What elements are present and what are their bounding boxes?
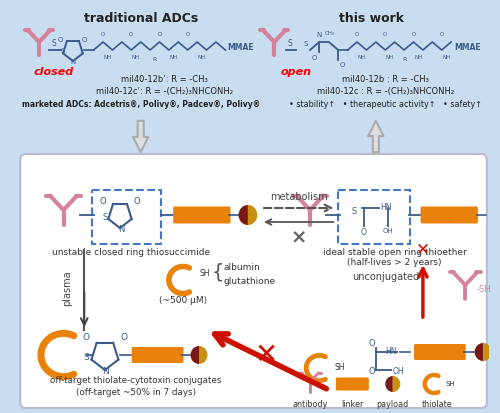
Text: O: O [82, 37, 87, 43]
FancyBboxPatch shape [132, 347, 184, 363]
Text: ✕: ✕ [416, 240, 430, 258]
Text: O: O [440, 32, 444, 37]
Text: linker: linker [341, 400, 363, 409]
Text: OH: OH [393, 368, 404, 377]
Text: O: O [312, 55, 318, 61]
Text: O: O [58, 37, 64, 43]
Text: O: O [369, 339, 376, 349]
FancyBboxPatch shape [420, 206, 478, 223]
Text: off-target thiolate-cytotoxin conjugates: off-target thiolate-cytotoxin conjugates [50, 376, 221, 385]
Text: O: O [134, 197, 140, 206]
Text: NH: NH [414, 55, 422, 60]
Text: {: { [211, 263, 224, 282]
Text: NH: NH [358, 55, 366, 60]
Text: R: R [152, 57, 157, 62]
Text: (~500 μM): (~500 μM) [159, 296, 207, 305]
Text: S: S [60, 48, 65, 54]
Text: O: O [100, 197, 106, 206]
Text: payload: payload [376, 400, 409, 409]
Wedge shape [190, 346, 199, 364]
Text: NH: NH [170, 55, 177, 60]
Text: O: O [360, 228, 366, 237]
Text: glutathione: glutathione [224, 278, 276, 287]
Text: NH: NH [386, 55, 394, 60]
Text: O: O [82, 332, 89, 342]
Text: • stability↑   • therapeutic activity↑   • safety↑: • stability↑ • therapeutic activity↑ • s… [289, 100, 482, 109]
Text: N: N [118, 225, 124, 233]
Text: this work: this work [338, 12, 404, 25]
Text: SH: SH [446, 381, 455, 387]
Text: marketed ADCs: Adcetris®, Polivy®, Padcev®, Polivy®: marketed ADCs: Adcetris®, Polivy®, Padce… [22, 100, 260, 109]
Text: HN: HN [380, 204, 392, 213]
FancyBboxPatch shape [173, 206, 231, 223]
Text: thiolate: thiolate [422, 400, 452, 409]
Wedge shape [386, 376, 393, 392]
Text: S: S [83, 353, 89, 361]
Text: ×: × [290, 228, 307, 247]
Text: open: open [280, 67, 312, 77]
Text: S: S [52, 39, 57, 48]
Text: O: O [186, 32, 190, 37]
Text: O: O [355, 32, 359, 37]
Text: S: S [303, 41, 308, 47]
Text: S: S [352, 207, 357, 216]
Text: O: O [129, 32, 134, 37]
Wedge shape [483, 343, 492, 361]
Wedge shape [474, 343, 483, 361]
Text: O: O [369, 368, 376, 377]
Text: S: S [288, 39, 292, 48]
Text: O: O [383, 32, 388, 37]
Text: OH: OH [383, 228, 394, 234]
Text: O: O [339, 62, 344, 68]
Wedge shape [238, 205, 248, 225]
Text: antibody: antibody [292, 400, 328, 409]
Text: ✕: ✕ [254, 341, 278, 369]
Text: mil40-12b : R = -CH₃: mil40-12b : R = -CH₃ [342, 75, 428, 84]
Text: albumin: albumin [224, 263, 260, 273]
Text: -SH: -SH [476, 285, 491, 294]
Text: O: O [120, 332, 127, 342]
Text: unconjugated: unconjugated [352, 272, 419, 282]
Text: plasma: plasma [62, 270, 72, 306]
Text: R: R [402, 57, 406, 62]
Text: (off-target ~50% in 7 days): (off-target ~50% in 7 days) [76, 388, 196, 397]
Text: N: N [70, 59, 76, 65]
FancyBboxPatch shape [20, 154, 487, 408]
Text: MMAE: MMAE [227, 43, 254, 52]
Text: NH: NH [442, 55, 450, 60]
Text: unstable closed ring thiosuccimide: unstable closed ring thiosuccimide [52, 248, 210, 257]
Text: MMAE: MMAE [454, 43, 480, 52]
Text: O: O [101, 32, 105, 37]
Text: SH: SH [334, 363, 345, 373]
FancyBboxPatch shape [414, 344, 466, 360]
Wedge shape [248, 205, 258, 225]
Text: closed: closed [34, 67, 74, 77]
Text: N: N [317, 32, 322, 38]
Text: NH: NH [198, 55, 206, 60]
Text: metabolism: metabolism [270, 192, 328, 202]
Text: CH₃: CH₃ [325, 31, 335, 36]
Wedge shape [393, 376, 400, 392]
Text: N: N [102, 368, 109, 377]
Text: O: O [412, 32, 416, 37]
Text: NH: NH [104, 55, 112, 60]
Text: traditional ADCs: traditional ADCs [84, 12, 198, 25]
Text: HN: HN [386, 347, 397, 356]
Text: S: S [102, 213, 108, 221]
Text: mil40-12c’: R = -(CH₂)₃NHCONH₂: mil40-12c’: R = -(CH₂)₃NHCONH₂ [96, 87, 232, 96]
Text: mil40-12b’: R = -CH₃: mil40-12b’: R = -CH₃ [121, 75, 208, 84]
FancyBboxPatch shape [336, 377, 369, 391]
Text: O: O [158, 32, 162, 37]
Text: NH: NH [132, 55, 140, 60]
Text: ideal stable open ring thioether
(half-lives > 2 years): ideal stable open ring thioether (half-l… [323, 248, 466, 267]
Text: mil40-12c : R = -(CH₂)₃NHCONH₂: mil40-12c : R = -(CH₂)₃NHCONH₂ [316, 87, 454, 96]
Text: SH: SH [200, 270, 210, 278]
Wedge shape [199, 346, 207, 364]
